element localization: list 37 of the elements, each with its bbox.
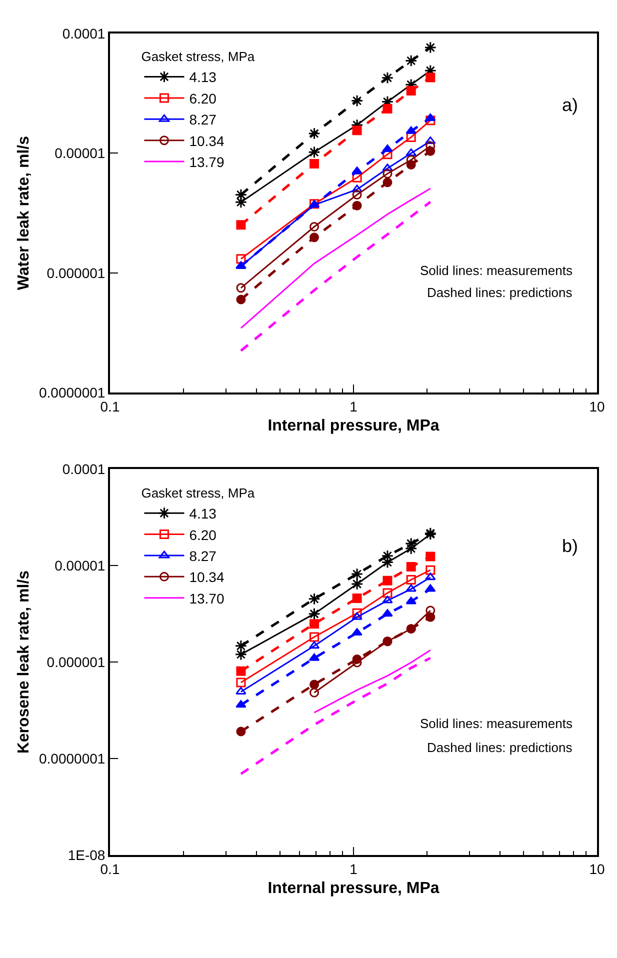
annotation: a) — [562, 95, 578, 115]
x-tick-label: 0.1 — [100, 860, 120, 877]
legend-label: 4.13 — [189, 69, 217, 86]
y-axis-title: Kerosene leak rate, ml/s — [15, 570, 32, 754]
y-tick-label: 0.0000001 — [39, 750, 106, 767]
annotation: Solid lines: measurements — [420, 263, 573, 278]
y-tick-label: 0.0001 — [62, 25, 106, 42]
legend-label: 13.79 — [189, 154, 224, 170]
legend-label: 8.27 — [189, 548, 217, 564]
x-tick-label: 10 — [589, 860, 605, 877]
annotation: Solid lines: measurements — [420, 716, 573, 731]
x-axis-title: Internal pressure, MPa — [268, 418, 440, 435]
annotation: Dashed lines: predictions — [427, 285, 573, 300]
y-axis-title: Water leak rate, ml/s — [15, 136, 32, 290]
legend-label: 13.70 — [189, 590, 224, 606]
y-tick-label: 0.00001 — [54, 557, 106, 574]
x-tick-label: 1 — [350, 398, 358, 414]
annotation: Dashed lines: predictions — [427, 740, 573, 755]
legend-label: 4.13 — [189, 506, 217, 522]
y-tick-label: 0.000001 — [46, 654, 106, 670]
x-tick-label: 10 — [589, 398, 605, 414]
x-axis-title: Internal pressure, MPa — [268, 880, 440, 898]
legend-label: 8.27 — [189, 112, 217, 128]
legend-label: 6.20 — [189, 90, 217, 106]
y-tick-label: 0.000001 — [46, 264, 106, 281]
legend-label: 6.20 — [189, 526, 217, 543]
legend-title: Gasket stress, MPa — [141, 485, 256, 500]
legend-label: 10.34 — [189, 132, 224, 149]
y-tick-label: 1E-08 — [68, 847, 106, 864]
legend-label: 10.34 — [189, 569, 224, 586]
legend-title: Gasket stress, MPa — [141, 49, 256, 64]
x-tick-label: 1 — [350, 860, 358, 877]
x-tick-label: 0.1 — [100, 398, 120, 414]
y-tick-label: 0.0001 — [62, 460, 106, 477]
y-tick-label: 0.0000001 — [39, 384, 106, 401]
y-tick-label: 0.00001 — [54, 145, 106, 162]
annotation: b) — [562, 536, 578, 556]
